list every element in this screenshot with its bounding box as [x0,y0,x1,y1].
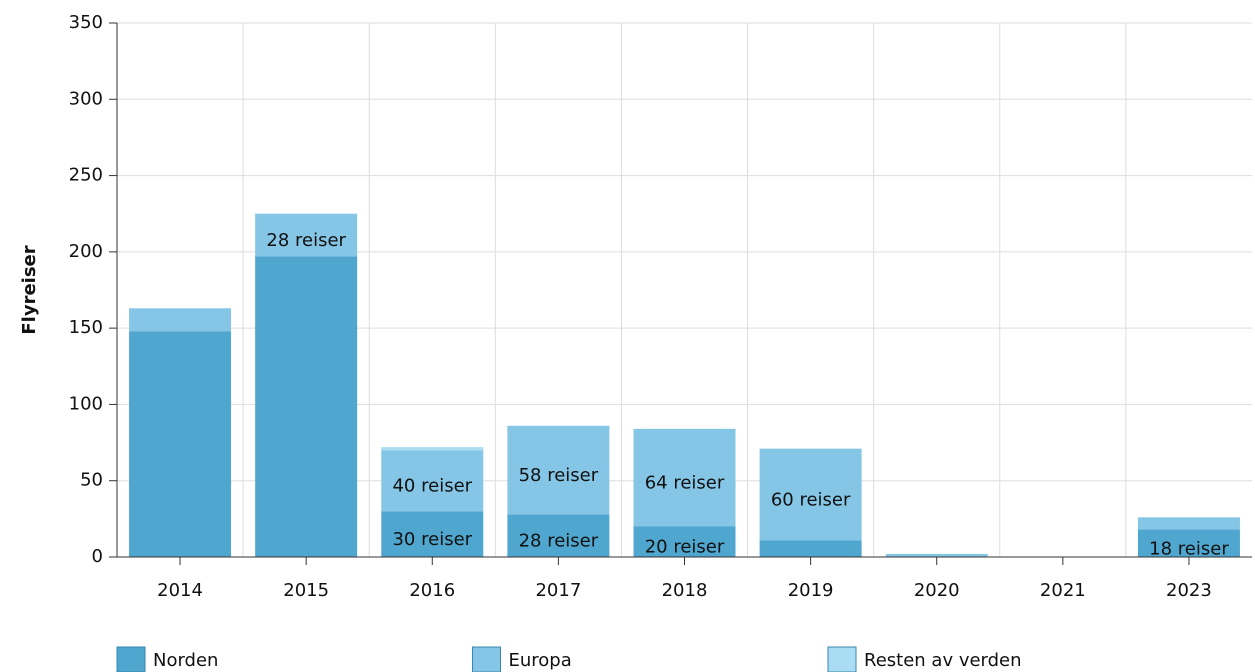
bar-segment [759,540,862,557]
bar-segment [507,425,610,515]
x-tick-label: 2019 [788,580,834,601]
bar-segment [633,428,736,527]
x-tick-label: 2017 [535,580,581,601]
bar-segment [129,331,232,557]
bar-segment [381,447,484,451]
legend-label: Resten av verden [864,650,1022,671]
data-label: 40 reiser [392,476,472,497]
bar-segment [381,450,484,512]
x-tick-label: 2020 [914,580,960,601]
data-label: 58 reiser [519,465,599,486]
data-label: 64 reiser [645,473,725,494]
bar-segment [255,213,358,257]
data-label: 28 reiser [266,230,346,251]
bar-segment [633,526,736,557]
bar-segment [1137,517,1240,530]
y-tick-label: 300 [69,88,103,109]
data-label: 60 reiser [771,489,851,510]
bar-segment [129,308,232,332]
bar-segment [507,514,610,557]
data-label: 28 reiser [519,531,599,552]
data-label: 18 reiser [1149,538,1229,559]
x-tick-label: 2021 [1040,580,1086,601]
y-tick-label: 250 [69,165,103,186]
bar-segment [1137,529,1240,557]
legend-label: Europa [509,650,572,671]
bar-segment [381,511,484,557]
x-tick-label: 2023 [1166,580,1212,601]
y-tick-label: 50 [80,470,103,491]
x-tick-label: 2018 [662,580,708,601]
x-tick-label: 2014 [157,580,203,601]
legend-swatch [116,646,146,672]
legend-swatch [472,646,501,672]
y-axis-label: Flyreiser [19,245,40,334]
legend-label: Norden [153,650,218,671]
x-tick-label: 2016 [409,580,455,601]
y-tick-label: 0 [92,546,103,567]
bar-segment [255,256,358,557]
y-tick-label: 100 [69,393,103,414]
x-tick-label: 2015 [283,580,329,601]
data-label: 30 reiser [392,529,472,550]
y-tick-label: 350 [69,12,103,33]
legend-swatch [827,646,857,672]
y-tick-label: 200 [69,241,103,262]
bar-segment [759,448,862,541]
bar-segment [885,553,988,557]
y-tick-label: 150 [69,317,103,338]
data-label: 20 reiser [645,537,725,558]
